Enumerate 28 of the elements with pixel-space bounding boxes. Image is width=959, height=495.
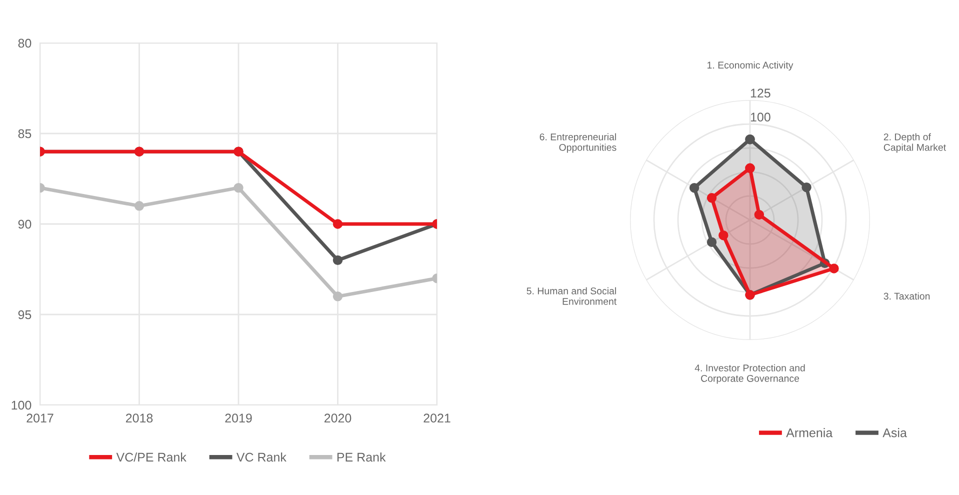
y-tick-label: 80 <box>18 38 32 48</box>
legend-label: Armenia <box>786 428 833 438</box>
spoke-label: 5. Human and Social Environment <box>526 287 617 305</box>
point <box>332 255 343 266</box>
y-tick-label: 100 <box>750 112 770 122</box>
y-tick-label: 125 <box>750 88 770 98</box>
point <box>234 182 244 193</box>
x-tick-label: 2019 <box>225 414 252 423</box>
spoke-label: 1. Economic Activity <box>708 61 794 71</box>
y-tick-label: 90 <box>18 220 32 229</box>
point <box>134 201 144 211</box>
x-tick-label: 2020 <box>324 414 352 423</box>
y-tick-label: 95 <box>18 310 32 320</box>
y-tick-label: 85 <box>18 129 32 138</box>
spoke-label: 6. Entrepreneurial Opportunities <box>540 133 616 153</box>
x-tick-label: 2017 <box>26 414 54 423</box>
spoke-label: 3. Taxation <box>884 292 930 300</box>
x-tick-label: 2018 <box>126 414 153 423</box>
legend-label: Asia <box>882 428 907 438</box>
legend-label: PE Rank <box>337 452 386 462</box>
spoke-label: 2. Depth of Capital Market <box>884 133 946 153</box>
legend-label: VC/PE Rank <box>116 452 186 462</box>
spoke-label: 4. Investor Protection and Corporate Governance <box>694 364 805 384</box>
x-tick-label: 2021 <box>424 414 450 423</box>
point <box>332 292 343 302</box>
legend-label: VC Rank <box>236 452 286 462</box>
point <box>332 219 343 229</box>
y-tick-label: 100 <box>12 400 32 410</box>
